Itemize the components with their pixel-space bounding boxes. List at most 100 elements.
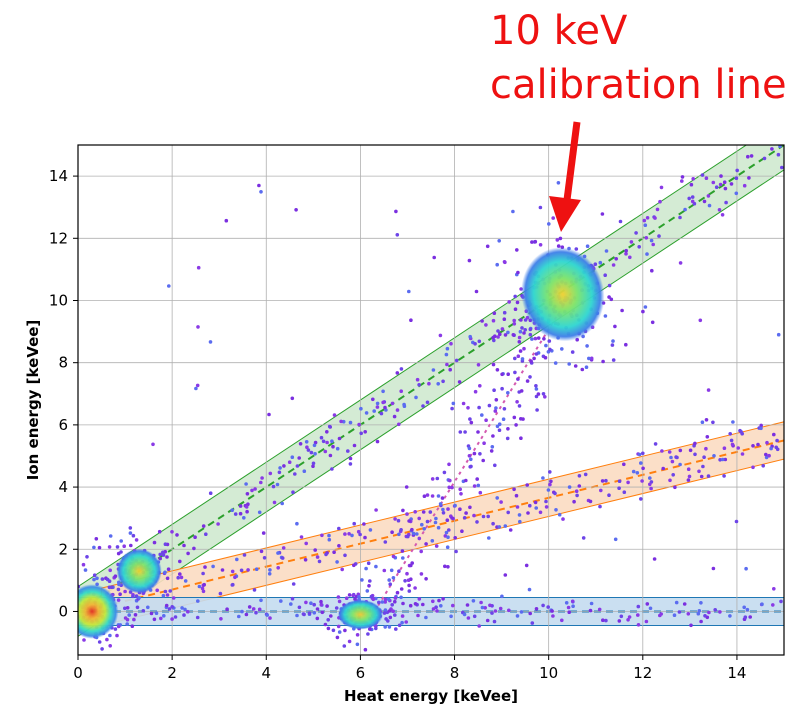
- event-point: [534, 506, 538, 510]
- event-point: [613, 537, 618, 542]
- annotation-arrow-shaft: [563, 121, 581, 201]
- event-point: [493, 409, 498, 413]
- event-point: [736, 446, 740, 450]
- event-cluster: [116, 548, 162, 594]
- event-point: [337, 436, 342, 441]
- event-point: [419, 549, 424, 554]
- event-point: [267, 572, 272, 576]
- event-point: [211, 564, 215, 569]
- event-point: [534, 607, 539, 611]
- event-point: [291, 582, 296, 586]
- event-point: [299, 535, 304, 539]
- event-point: [287, 460, 292, 465]
- event-point: [517, 404, 522, 408]
- event-point: [315, 607, 320, 611]
- event-point: [425, 400, 430, 405]
- event-point: [457, 380, 462, 384]
- event-point: [643, 223, 648, 227]
- event-point: [491, 362, 496, 367]
- event-point: [677, 610, 682, 614]
- event-point: [164, 603, 169, 608]
- event-point: [196, 599, 200, 603]
- event-cluster: [521, 247, 605, 342]
- event-point: [607, 283, 612, 288]
- event-point: [435, 609, 439, 613]
- event-point: [533, 239, 538, 244]
- event-point: [481, 514, 486, 519]
- event-point: [609, 297, 614, 302]
- event-point: [683, 207, 687, 212]
- event-point: [170, 530, 174, 534]
- event-point: [421, 510, 426, 514]
- event-point: [100, 647, 104, 651]
- event-point: [536, 336, 541, 340]
- event-point: [117, 582, 121, 587]
- event-point: [441, 379, 445, 384]
- event-point: [267, 412, 271, 417]
- event-point: [706, 388, 711, 392]
- event-point: [723, 186, 728, 191]
- event-point: [717, 208, 722, 212]
- event-point: [161, 553, 166, 557]
- event-point: [399, 595, 403, 600]
- y-tick-label: 4: [58, 478, 68, 496]
- event-point: [235, 557, 239, 562]
- event-point: [242, 516, 246, 520]
- event-point: [655, 207, 660, 212]
- event-point: [769, 446, 773, 451]
- event-point: [506, 427, 510, 431]
- event-point: [406, 534, 410, 539]
- event-point: [244, 612, 249, 617]
- y-tick-label: 2: [58, 540, 68, 558]
- event-point: [404, 485, 409, 489]
- event-point: [268, 616, 272, 620]
- event-point: [699, 474, 704, 479]
- event-point: [513, 307, 518, 312]
- event-point: [598, 260, 603, 265]
- event-point: [686, 612, 691, 616]
- event-point: [587, 356, 591, 361]
- event-point: [480, 319, 484, 323]
- event-point: [523, 328, 527, 332]
- event-point: [566, 605, 571, 610]
- event-cluster: [78, 584, 119, 639]
- event-point: [417, 536, 422, 541]
- event-point: [720, 457, 725, 462]
- event-point: [544, 343, 548, 348]
- event-point: [330, 439, 334, 444]
- event-point: [313, 548, 318, 552]
- event-point: [719, 174, 723, 178]
- event-point: [276, 551, 280, 555]
- event-point: [475, 520, 479, 524]
- event-point: [397, 532, 401, 537]
- event-point: [446, 507, 450, 511]
- event-point: [224, 218, 229, 223]
- event-point: [165, 593, 170, 597]
- event-point: [461, 401, 466, 406]
- event-point: [585, 244, 590, 248]
- event-point: [417, 597, 422, 601]
- event-point: [85, 555, 89, 559]
- event-point: [395, 371, 400, 375]
- event-point: [383, 625, 388, 629]
- event-point: [503, 333, 508, 337]
- event-point: [661, 466, 665, 471]
- event-point: [462, 516, 467, 520]
- event-point: [507, 300, 512, 304]
- event-point: [519, 436, 523, 441]
- event-point: [718, 458, 722, 462]
- event-point: [326, 626, 331, 631]
- event-point: [348, 420, 353, 425]
- event-point: [252, 588, 257, 592]
- event-point: [289, 602, 293, 606]
- event-point: [627, 615, 632, 619]
- cluster-layer: [78, 247, 605, 639]
- event-point: [484, 418, 488, 423]
- event-point: [387, 578, 392, 582]
- event-point: [450, 485, 454, 490]
- event-point: [159, 616, 163, 621]
- event-point: [113, 574, 118, 578]
- event-point: [517, 513, 522, 517]
- event-point: [380, 600, 385, 604]
- event-point: [644, 236, 649, 240]
